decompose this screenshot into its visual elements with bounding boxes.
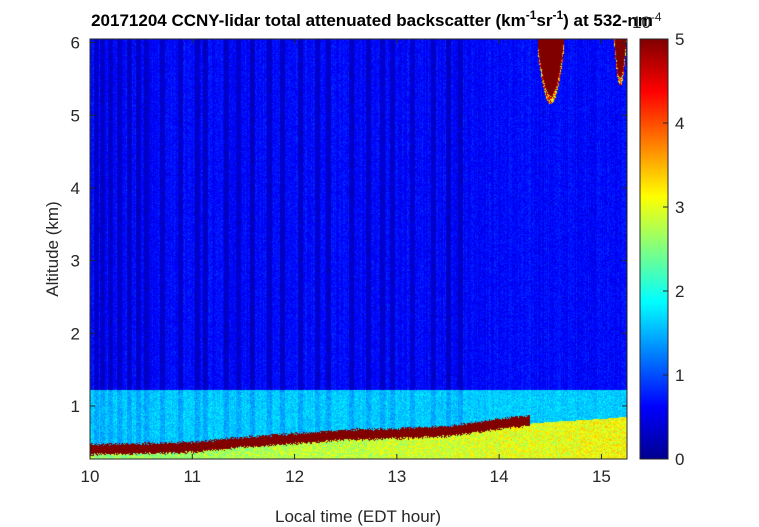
chart-title-sup1: -1	[526, 8, 537, 22]
y-tick-label: 1	[71, 397, 80, 416]
x-tick-label: 10	[81, 467, 100, 486]
colorbar-exponent-base: 10	[632, 13, 651, 32]
y-tick-label: 5	[71, 106, 80, 125]
colorbar-exponent: 10-4	[632, 10, 662, 32]
x-tick-label: 14	[490, 467, 509, 486]
heatmap-canvas-holder	[90, 39, 627, 459]
plot-area	[89, 38, 628, 460]
colorbar-tick-label: 4	[675, 114, 684, 133]
x-axis: 10 11 12 13 14 15	[81, 39, 611, 486]
colorbar-tick-label: 1	[675, 366, 684, 385]
colorbar-exponent-sup: -4	[651, 10, 662, 24]
y-tick-label: 3	[71, 252, 80, 271]
x-tick-label: 12	[285, 467, 304, 486]
x-tick-label: 15	[592, 467, 611, 486]
colorbar-ticks: 0 1 2 3 4 5	[663, 30, 684, 469]
y-tick-label: 2	[71, 324, 80, 343]
colorbar-tick-label: 5	[675, 30, 684, 49]
colorbar-tick-label: 2	[675, 282, 684, 301]
x-axis-label: Local time (EDT hour)	[275, 507, 441, 526]
heatmap-image	[90, 39, 627, 459]
colorbar-tick-label: 3	[675, 198, 684, 217]
chart-title-sup2: -1	[552, 8, 563, 22]
y-axis: 1 2 3 4 5 6	[71, 34, 627, 416]
colorbar: 0 1 2 3 4 5 10-4	[632, 10, 684, 469]
chart-title: 20171204 CCNY-lidar total attenuated bac…	[91, 8, 653, 30]
plot-frame	[89, 38, 628, 460]
y-axis-label: Altitude (km)	[43, 201, 62, 296]
y-tick-label: 4	[71, 179, 80, 198]
colorbar-tick-label: 0	[675, 450, 684, 469]
y-tick-label: 6	[71, 34, 80, 53]
x-tick-label: 11	[183, 467, 201, 486]
chart-title-middle: sr	[536, 11, 552, 30]
chart-title-prefix: 20171204 CCNY-lidar total attenuated bac…	[91, 11, 526, 30]
x-tick-label: 13	[387, 467, 406, 486]
colorbar-gradient	[639, 38, 669, 460]
chart-title-suffix: ) at 532-nm	[563, 11, 653, 30]
